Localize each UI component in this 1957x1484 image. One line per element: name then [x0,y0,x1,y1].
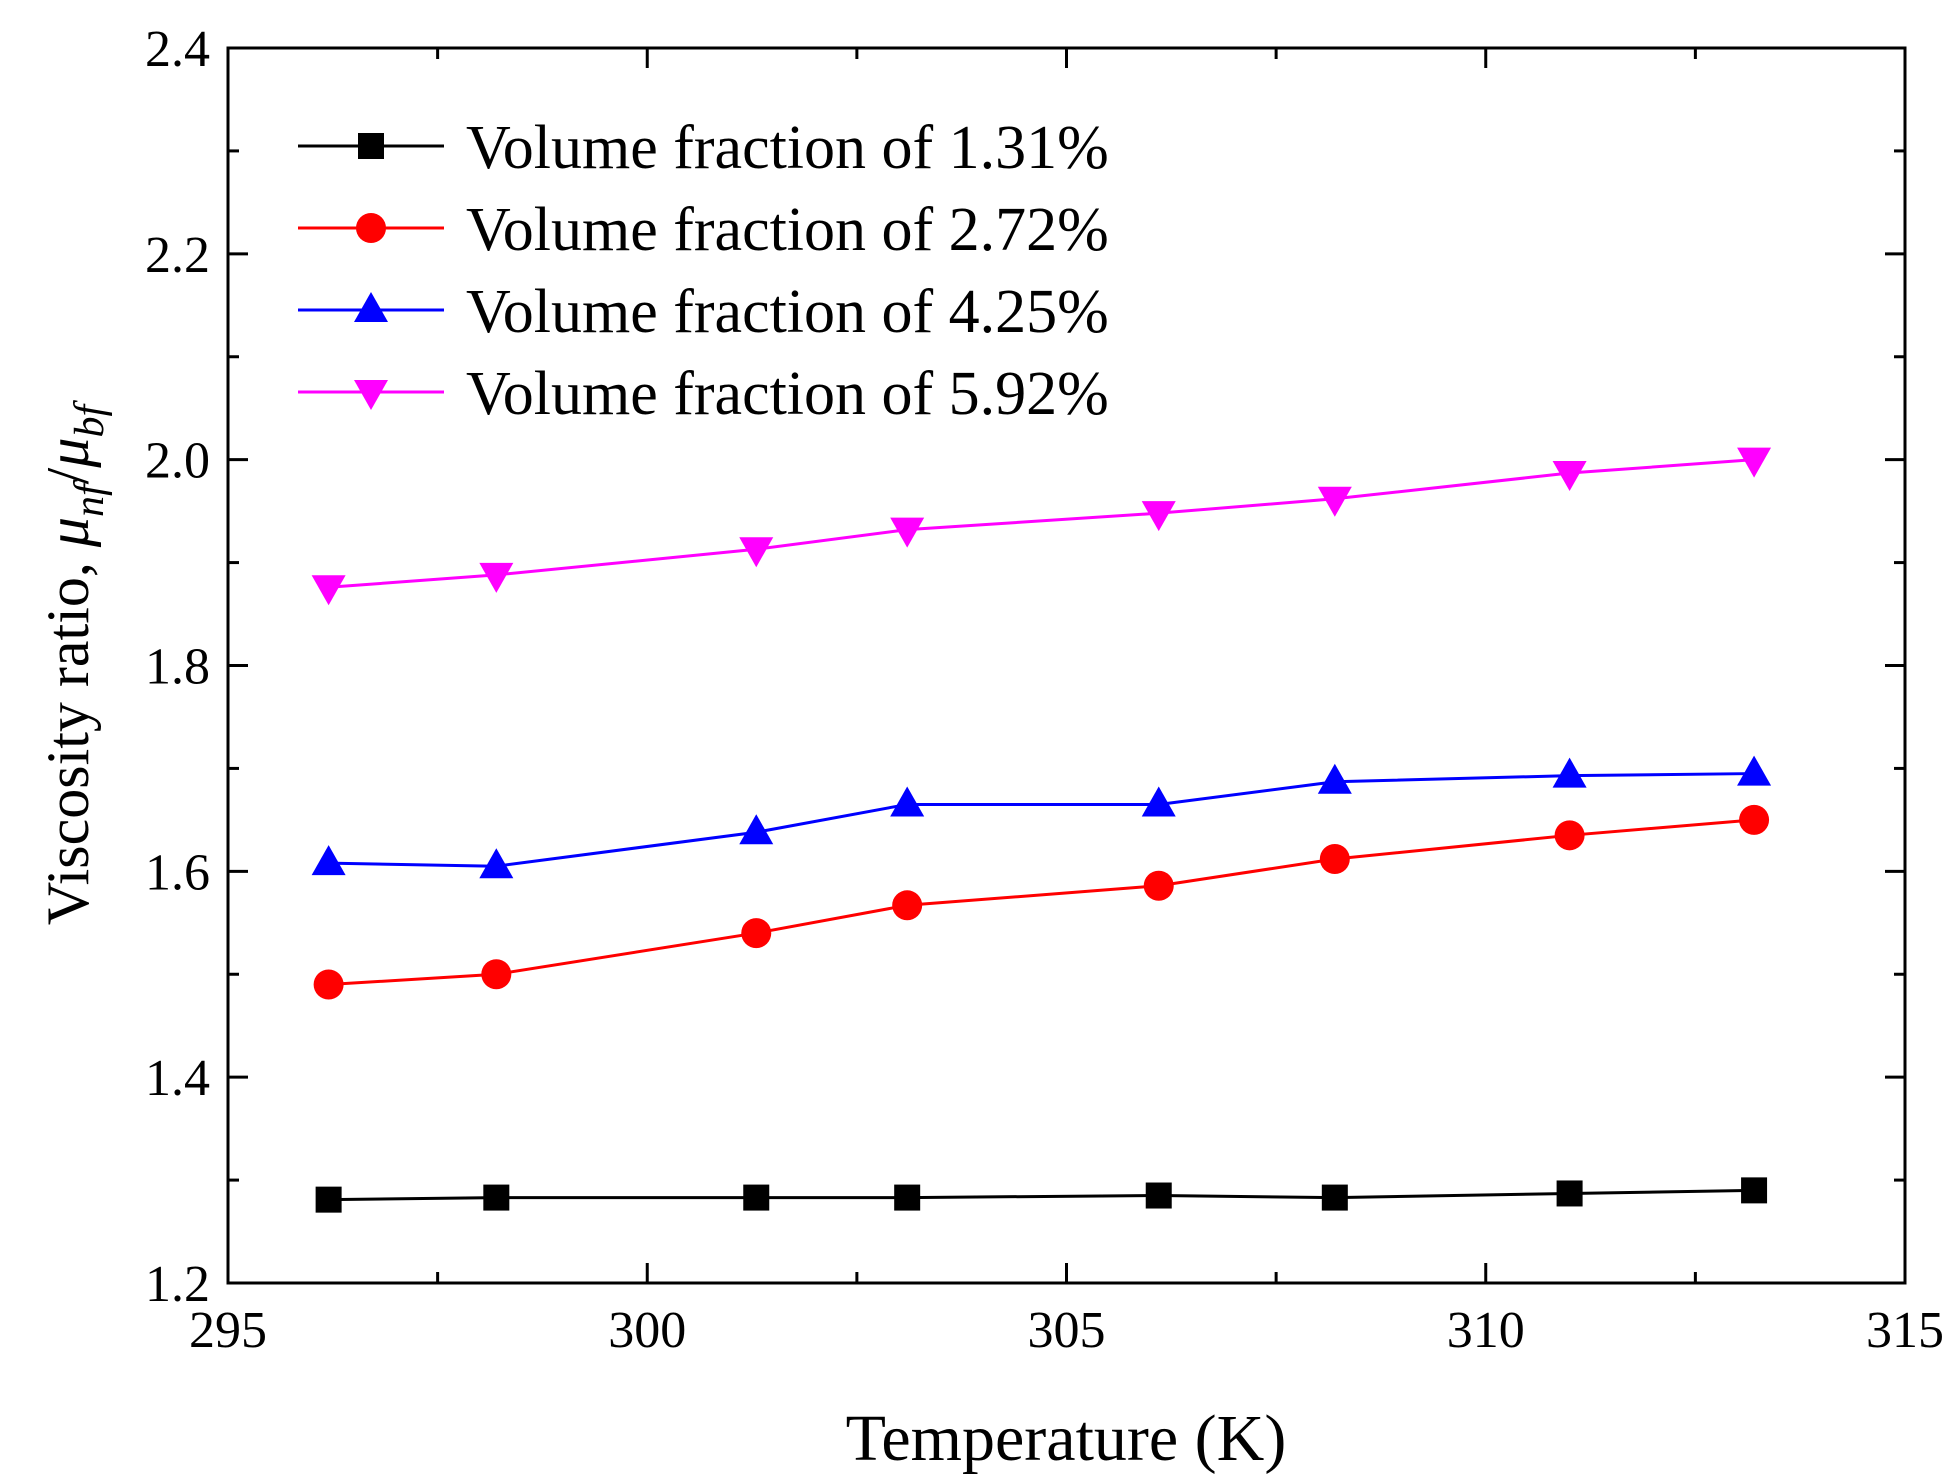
data-point-series-1 [315,1186,342,1213]
data-point-series-2 [1143,870,1174,901]
data-point-series-4 [1737,447,1772,478]
data-point-series-2 [313,969,344,1000]
data-point-series-2 [1554,820,1585,851]
legend-label-4: Volume fraction of 5.92% [466,360,1109,428]
data-point-series-1 [1321,1184,1348,1211]
data-point-series-3 [1141,786,1176,817]
data-point-series-4 [311,575,346,606]
data-point-series-3 [1317,763,1352,794]
legend-label-1: Volume fraction of 1.31% [466,114,1109,182]
x-tick-label: 305 [1028,1302,1106,1359]
data-point-series-4 [1552,461,1587,492]
legend-marker-1 [358,133,384,159]
y-tick-label: 2.2 [145,227,210,284]
y-axis-label-mu-bf: μ [35,438,101,469]
legend-marker-3 [354,292,388,322]
data-point-series-4 [1317,486,1352,517]
y-axis-label-sub-bf: bf [67,400,113,438]
y-axis-label-sub-nf: nf [67,479,113,517]
y-tick-label: 1.4 [145,1050,210,1107]
y-axis-label-prefix: Viscosity ratio, [35,547,101,925]
x-tick-label: 295 [189,1302,267,1359]
x-tick-label: 315 [1866,1302,1944,1359]
legend-marker-4 [354,380,388,410]
data-point-series-3 [739,814,774,845]
legend-label-2: Volume fraction of 2.72% [466,196,1109,264]
data-point-series-1 [894,1184,921,1211]
data-point-series-3 [890,786,925,817]
data-point-series-1 [1741,1177,1768,1204]
data-point-series-4 [1141,501,1176,532]
data-point-series-1 [1145,1182,1172,1209]
data-point-series-3 [311,845,346,876]
x-tick-label: 310 [1447,1302,1525,1359]
data-point-series-3 [1737,755,1772,786]
data-point-series-3 [479,848,514,879]
legend: Volume fraction of 1.31% Volume fraction … [298,114,1109,428]
data-point-series-1 [743,1184,770,1211]
series-line-2 [328,818,1755,987]
data-point-series-3 [1552,757,1587,788]
data-point-series-2 [481,959,512,990]
y-axis-label-slash: / [35,467,101,484]
series-line-3 [328,772,1755,868]
data-point-series-4 [890,517,925,548]
y-tick-label: 1.2 [145,1256,210,1313]
y-tick-label: 2.0 [145,433,210,490]
data-point-series-2 [1319,843,1350,874]
data-point-series-1 [1556,1180,1583,1207]
data-point-series-4 [479,562,514,593]
x-tick-label: 300 [608,1302,686,1359]
data-point-series-2 [1739,804,1770,835]
x-axis-label: Temperature (K) [846,1402,1287,1475]
series-line-4 [328,458,1755,589]
y-axis-label-mu-nf: μ [35,517,101,548]
legend-label-3: Volume fraction of 4.25% [466,278,1109,346]
data-point-series-4 [739,537,774,568]
y-tick-label: 1.6 [145,844,210,901]
plot-frame [226,46,1907,1285]
y-tick-label: 1.8 [145,639,210,696]
series-line-1 [328,1188,1755,1202]
data-point-series-2 [741,918,772,949]
legend-marker-2 [356,213,386,243]
data-point-series-1 [483,1184,510,1211]
y-tick-label: 2.4 [145,21,210,78]
data-point-series-2 [892,890,923,921]
y-axis-label: Viscosity ratio, μnf/μbf [35,400,113,926]
